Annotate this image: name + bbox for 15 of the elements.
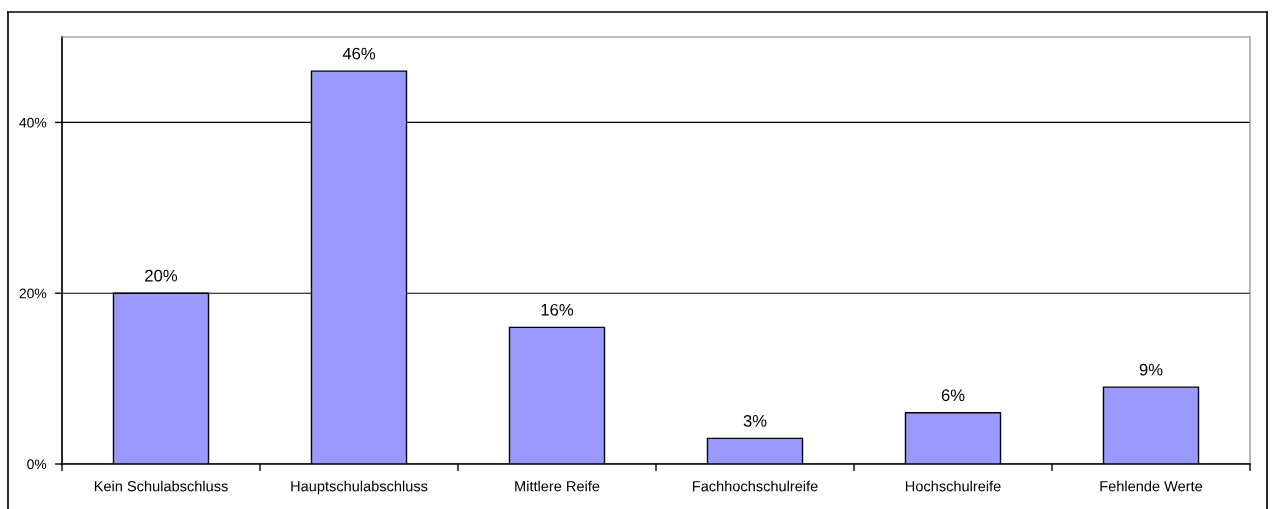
y-tick-label: 20% bbox=[19, 288, 47, 299]
x-tick-label: Kein Schulabschluss bbox=[94, 480, 228, 492]
data-label: 46% bbox=[342, 47, 376, 60]
x-tick-label: Mittlere Reife bbox=[515, 480, 600, 492]
data-label: 3% bbox=[743, 414, 767, 427]
x-tick-label: Hauptschulabschluss bbox=[291, 480, 428, 495]
y-tick-label: 40% bbox=[19, 117, 47, 128]
x-tick-label: Fehlende Werte bbox=[1100, 480, 1203, 492]
y-tick-label: 0% bbox=[27, 459, 47, 470]
x-tick-label: Hochschulreife bbox=[905, 480, 1001, 492]
data-label: 16% bbox=[541, 303, 574, 316]
x-tick-label: Fachhochschulreife bbox=[692, 480, 818, 492]
data-label: 6% bbox=[941, 389, 965, 402]
data-label: 20% bbox=[145, 269, 178, 282]
data-label: 9% bbox=[1139, 363, 1163, 376]
